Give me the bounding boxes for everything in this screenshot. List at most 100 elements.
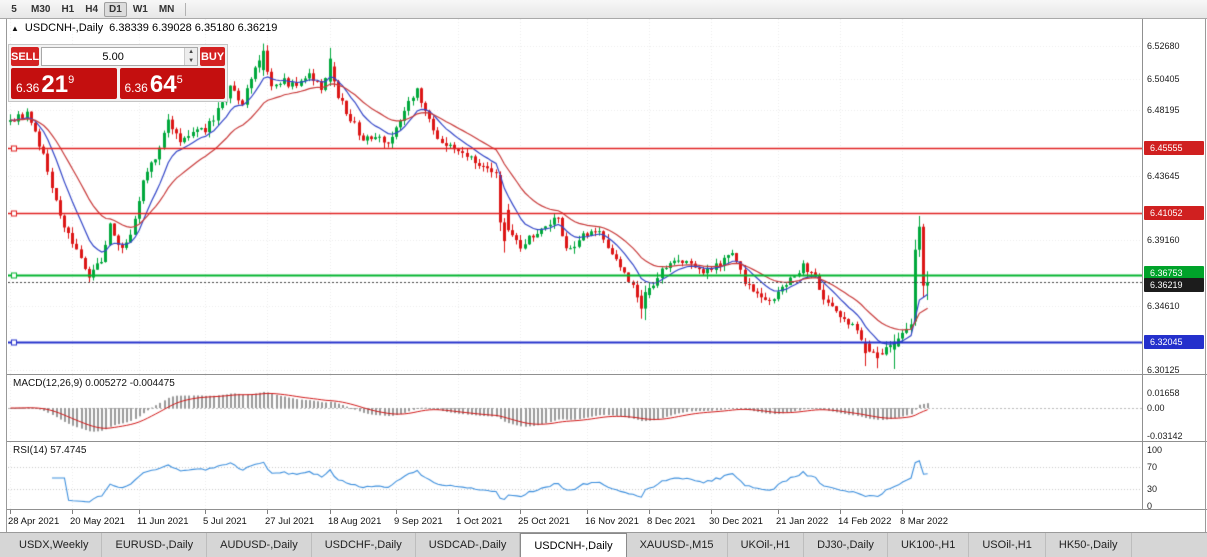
one-click-trading-panel: SELL ▲ ▼ BUY 6.36 21 9 6.36 64 5 (8, 44, 228, 102)
chart-title: ▲ USDCNH-,Daily 6.38339 6.39028 6.35180 … (11, 22, 277, 34)
macd-tick: 0.01658 (1147, 388, 1180, 399)
price-badge: 6.45555 (1144, 141, 1204, 156)
sell-price-sup: 9 (68, 74, 75, 86)
date-tick-mark (267, 510, 268, 514)
tab-ukoil-h1[interactable]: UKOil-,H1 (727, 533, 805, 557)
price-tick: 6.52680 (1147, 41, 1180, 51)
price-tick: 6.50405 (1147, 73, 1180, 84)
tab-dj30-daily[interactable]: DJ30-,Daily (804, 533, 888, 557)
chart-tabs: USDX,Weekly EURUSD-,Daily AUDUSD-,Daily USD… (0, 532, 1207, 557)
tab-usdx-weekly[interactable]: USDX,Weekly (6, 533, 103, 557)
window-left-border (6, 19, 7, 532)
price-badge: 6.36753 (1144, 265, 1204, 280)
macd-indicator-canvas[interactable] (8, 375, 1142, 441)
buy-price-main: 64 (149, 71, 177, 98)
panel-separator (7, 509, 1207, 510)
date-label: 11 Jun 2021 (137, 516, 189, 527)
date-tick-mark (139, 510, 140, 514)
timeframe-button-w1[interactable]: W1 (132, 3, 148, 15)
macd-tick: -0.03142 (1147, 430, 1183, 441)
date-label: 5 Jul 2021 (203, 516, 247, 527)
axis-separator (1142, 19, 1143, 509)
date-label: 27 Jul 2021 (265, 516, 315, 527)
date-label: 20 May 2021 (70, 516, 125, 527)
date-tick-mark (10, 510, 11, 514)
date-axis[interactable]: 28 Apr 2021 20 May 2021 11 Jun 2021 5 Jul 2… (8, 510, 1142, 532)
tab-hk50-daily[interactable]: HK50-,Daily (1045, 533, 1132, 557)
rsi-tick: 30 (1147, 484, 1158, 495)
rsi-tick: 0 (1147, 501, 1153, 511)
date-label: 18 Aug 2021 (328, 516, 382, 527)
volume-field: ▲ ▼ (41, 47, 199, 66)
tab-usoil-h1[interactable]: USOil-,H1 (969, 533, 1046, 557)
date-label: 8 Dec 2021 (647, 516, 696, 527)
tab-usdcad-daily[interactable]: USDCAD-,Daily (415, 533, 521, 557)
volume-increase-button[interactable]: ▲ (185, 48, 198, 57)
timeframe-toolbar: 5 M30 H1 H4 D1 W1 MN (0, 0, 1207, 19)
date-tick-mark (711, 510, 712, 514)
date-tick-mark (902, 510, 903, 514)
timeframe-button-h1[interactable]: H1 (61, 3, 75, 15)
buy-button[interactable]: BUY (200, 47, 225, 66)
date-label: 1 Oct 2021 (456, 516, 503, 527)
price-tick: 6.34610 (1147, 300, 1180, 311)
timeframe-button-h4[interactable]: H4 (85, 3, 99, 15)
macd-axis: 0.01658 0.00 -0.03142 (1143, 375, 1207, 441)
date-label: 16 Nov 2021 (585, 516, 639, 527)
rsi-tick: 70 (1147, 461, 1158, 472)
date-tick-mark (72, 510, 73, 514)
panel-collapse-icon[interactable]: ▲ (11, 23, 19, 33)
tab-usdcnh-daily[interactable]: USDCNH-,Daily (520, 533, 627, 557)
sell-price-display[interactable]: 6.36 21 9 (11, 68, 117, 99)
tab-xauusd-m15[interactable]: XAUUSD-,M15 (626, 533, 728, 557)
price-tick: 6.39160 (1147, 235, 1180, 246)
date-tick-mark (840, 510, 841, 514)
price-tick: 6.30125 (1147, 365, 1180, 376)
tab-usdchf-daily[interactable]: USDCHF-,Daily (311, 533, 416, 557)
volume-decrease-button[interactable]: ▼ (185, 56, 198, 65)
date-label: 8 Mar 2022 (900, 516, 949, 527)
date-label: 14 Feb 2022 (838, 516, 892, 527)
date-tick-mark (649, 510, 650, 514)
macd-tick: 0.00 (1147, 403, 1165, 413)
price-badge: 6.41052 (1144, 206, 1204, 221)
sell-price-prefix: 6.36 (16, 81, 40, 95)
chart-symbol-title: USDCNH-,Daily (24, 22, 104, 34)
toolbar-separator (185, 2, 187, 16)
buy-price-display[interactable]: 6.36 64 5 (119, 68, 225, 99)
volume-input[interactable] (42, 48, 185, 65)
timeframe-button-d1[interactable]: D1 (104, 1, 127, 17)
timeframe-button-5[interactable]: 5 (11, 3, 17, 15)
price-tick: 6.48195 (1147, 105, 1180, 116)
date-tick-mark (587, 510, 588, 514)
volume-stepper: ▲ ▼ (184, 48, 198, 65)
date-label: 25 Oct 2021 (518, 516, 570, 527)
date-tick-mark (330, 510, 331, 514)
macd-label: MACD(12,26,9) 0.005272 -0.004475 (13, 378, 175, 389)
rsi-axis: 100 70 30 0 (1143, 442, 1207, 511)
price-badge: 6.36219 (1144, 278, 1204, 293)
date-label: 28 Apr 2021 (8, 516, 60, 527)
rsi-indicator-canvas[interactable] (8, 442, 1142, 509)
price-tick: 6.43645 (1147, 170, 1180, 181)
date-tick-mark (205, 510, 206, 514)
chart-ohlc-values: 6.38339 6.39028 6.35180 6.36219 (109, 22, 278, 34)
sell-price-main: 21 (41, 71, 69, 98)
date-tick-mark (396, 510, 397, 514)
sell-button[interactable]: SELL (11, 47, 40, 66)
panel-separator[interactable] (7, 374, 1207, 375)
panel-separator[interactable] (7, 441, 1207, 442)
tab-eurusd-daily[interactable]: EURUSD-,Daily (102, 533, 208, 557)
date-label: 9 Sep 2021 (394, 516, 443, 527)
rsi-tick: 100 (1147, 445, 1163, 455)
tab-audusd-daily[interactable]: AUDUSD-,Daily (207, 533, 312, 557)
timeframe-button-mn[interactable]: MN (158, 3, 175, 15)
date-label: 30 Dec 2021 (709, 516, 763, 527)
window-right-border (1205, 19, 1206, 532)
rsi-label: RSI(14) 57.4745 (13, 445, 87, 456)
price-axis[interactable]: 6.52680 6.50405 6.48195 6.43645 6.39160 6.346… (1143, 19, 1207, 376)
timeframe-button-m30[interactable]: M30 (31, 3, 51, 15)
price-badge: 6.32045 (1144, 335, 1204, 350)
date-label: 21 Jan 2022 (776, 516, 829, 527)
tab-uk100-h1[interactable]: UK100-,H1 (887, 533, 970, 557)
